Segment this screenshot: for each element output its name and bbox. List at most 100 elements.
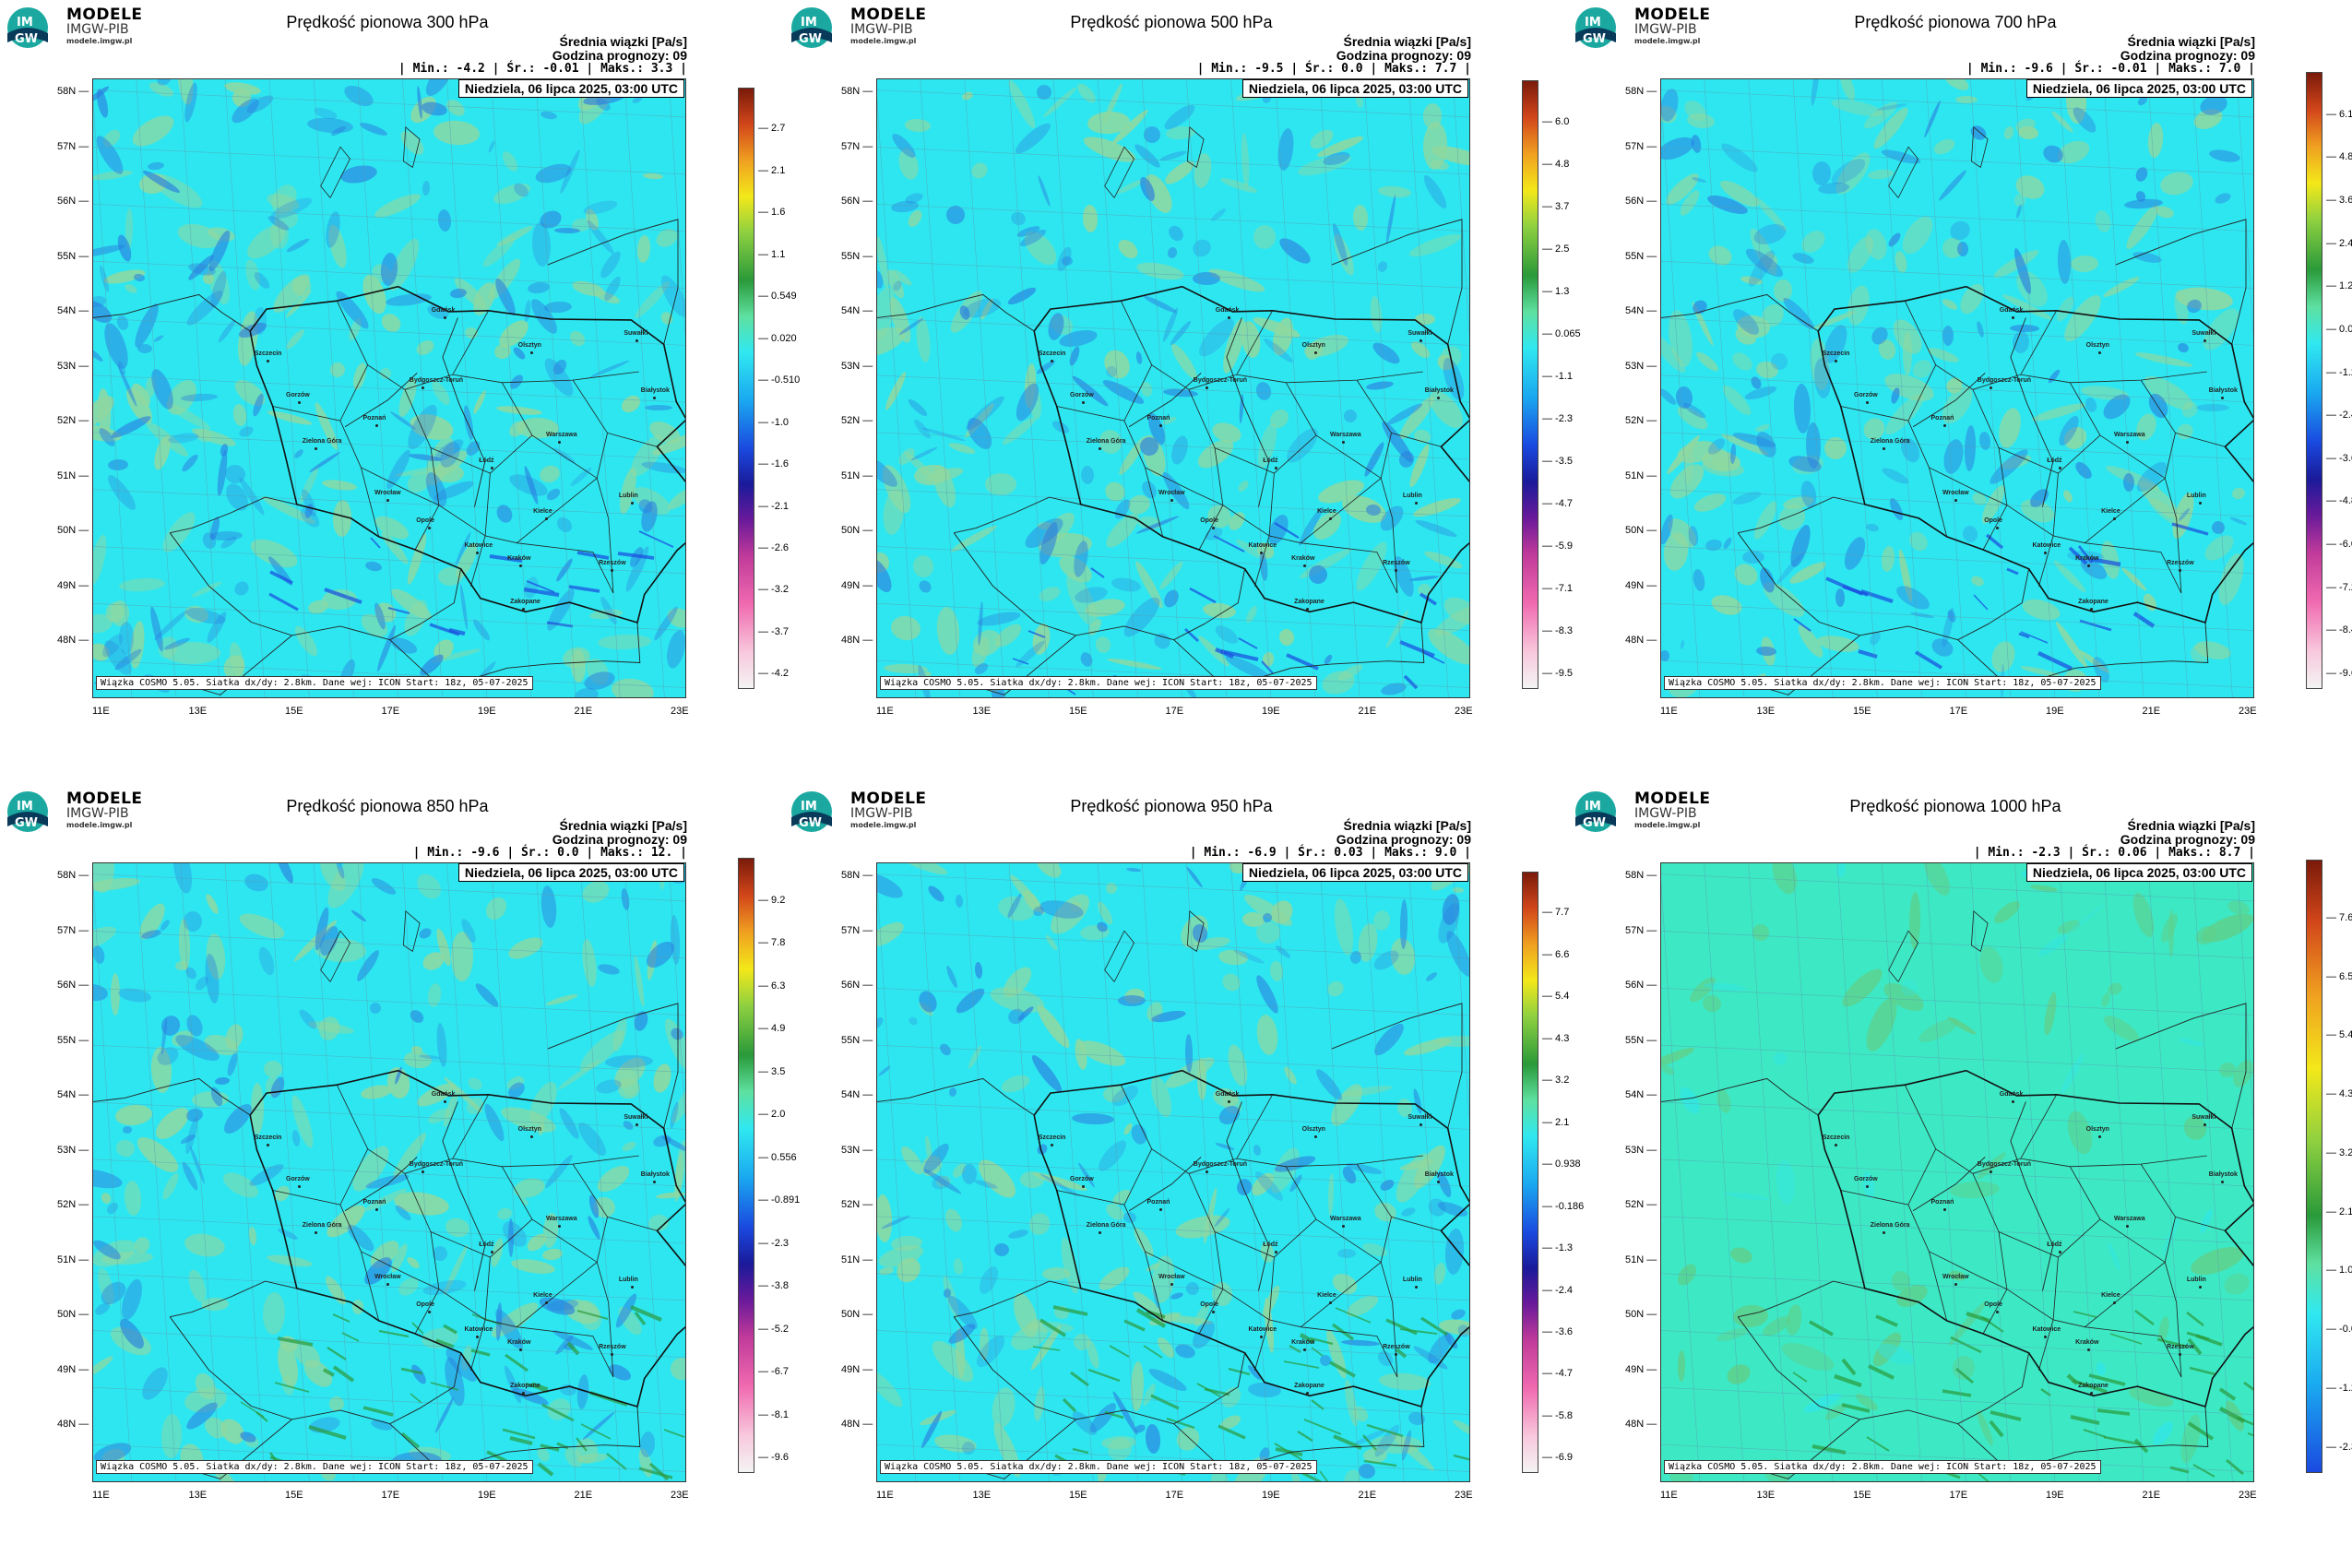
latitude-label: 52N — bbox=[841, 1199, 873, 1210]
colorbar-tick-label: — -6.9 bbox=[1542, 1452, 1574, 1464]
colorbar-tick-label: — -1.2 bbox=[2326, 366, 2352, 378]
longitude-label: 23E bbox=[2239, 1490, 2257, 1501]
model-footer: Wiązka COSMO 5.05. Siatka dx/dy: 2.8km. … bbox=[880, 1460, 1317, 1474]
city-label: Łódź bbox=[479, 1241, 494, 1248]
city-label: Suwałki bbox=[624, 329, 648, 337]
latitude-label: 49N — bbox=[57, 1363, 89, 1375]
borders bbox=[89, 125, 704, 695]
longitude-label: 19E bbox=[478, 706, 496, 717]
city-label: Zielona Góra bbox=[1086, 1221, 1126, 1229]
brand-name: MODELE bbox=[1634, 790, 1711, 808]
latitude-label: 51N — bbox=[57, 1253, 89, 1265]
city-label: Wrocław bbox=[1942, 489, 1969, 496]
city-marker bbox=[529, 351, 533, 355]
city-label: Zakopane bbox=[510, 599, 540, 606]
city-label: Gorzów bbox=[1070, 1175, 1094, 1182]
city-label: Łódź bbox=[479, 457, 494, 464]
city-label: Opole bbox=[1984, 517, 2003, 524]
svg-text:IM: IM bbox=[801, 800, 817, 814]
latitude-label: 53N — bbox=[57, 1144, 89, 1156]
city-label: Kraków bbox=[2075, 1339, 2099, 1347]
city-label: Bydgoszcz-Toruń bbox=[409, 1160, 463, 1168]
city-label: Suwałki bbox=[2192, 329, 2216, 337]
city-marker bbox=[374, 1208, 378, 1211]
city-label: Suwałki bbox=[2192, 1113, 2216, 1121]
latitude-label: 49N — bbox=[841, 1363, 873, 1375]
latitude-label: 57N — bbox=[57, 924, 89, 936]
latitude-label: 52N — bbox=[841, 415, 873, 426]
panel-stats: | Min.: -9.5 | Śr.: 0.0 | Maks.: 7.7 | bbox=[1196, 62, 1471, 76]
longitude-label: 23E bbox=[1455, 706, 1473, 717]
latitude-label: 52N — bbox=[57, 415, 89, 426]
longitude-label: 19E bbox=[2046, 1490, 2064, 1501]
city-marker bbox=[2087, 564, 2091, 568]
latitude-label: 54N — bbox=[1625, 1089, 1657, 1100]
svg-text:GW: GW bbox=[1583, 816, 1606, 830]
colorbar-tick-label: — 5.4 bbox=[1542, 991, 1570, 1003]
colorbar-tick-label: — 7.6 bbox=[2326, 911, 2352, 923]
city-label: Poznań bbox=[1930, 1199, 1954, 1206]
forecast-hour: Godzina prognozy: 09 bbox=[1336, 48, 1471, 63]
colorbar-tick-label: — 3.6 bbox=[2326, 194, 2352, 206]
brand-org: IMGW-PIB bbox=[1634, 22, 1697, 37]
city-label: Olsztyn bbox=[1301, 1126, 1325, 1134]
city-label: Gorzów bbox=[1070, 391, 1094, 398]
city-label: Wrocław bbox=[374, 489, 401, 496]
colorbar-tick-label: — -3.8 bbox=[758, 1280, 790, 1292]
colorbar bbox=[2306, 72, 2322, 689]
city-label: Kielce bbox=[533, 1292, 552, 1300]
city-marker bbox=[1227, 315, 1230, 319]
city-label: Gorzów bbox=[286, 1175, 310, 1182]
city-label: Lublin bbox=[2186, 492, 2206, 499]
latitude-label: 50N — bbox=[1625, 525, 1657, 536]
longitude-label: 17E bbox=[381, 706, 400, 717]
colorbar-tick-label: — 2.7 bbox=[758, 123, 786, 135]
brand-url: modele.imgw.pl bbox=[1634, 37, 1701, 45]
colorbar-tick-label: — -3.6 bbox=[2326, 452, 2352, 464]
city-marker bbox=[519, 564, 523, 568]
colorbar-tick-label: — -3.7 bbox=[758, 625, 790, 637]
colorbar-tick-label: — -1.1 bbox=[1542, 371, 1574, 383]
city-marker bbox=[2204, 1123, 2207, 1126]
city-marker bbox=[630, 1285, 634, 1289]
brand-name: MODELE bbox=[1634, 6, 1711, 24]
forecast-hour: Godzina prognozy: 09 bbox=[2120, 48, 2255, 63]
latitude-label: 56N — bbox=[841, 980, 873, 991]
city-marker bbox=[386, 498, 389, 502]
city-marker bbox=[421, 386, 424, 389]
panel-title: Prędkość pionowa 500 hPa bbox=[1070, 13, 1273, 31]
svg-text:GW: GW bbox=[1583, 32, 1606, 46]
city-label: Bydgoszcz-Toruń bbox=[409, 376, 463, 384]
city-marker bbox=[2059, 1250, 2062, 1253]
latitude-label: 56N — bbox=[1625, 196, 1657, 207]
city-marker bbox=[1996, 526, 2000, 529]
colorbar-tick-label: — 0.040 bbox=[2326, 323, 2352, 335]
latitude-label: 54N — bbox=[841, 1089, 873, 1100]
longitude-label: 13E bbox=[188, 1490, 208, 1501]
latitude-label: 51N — bbox=[841, 1253, 873, 1265]
longitude-label: 11E bbox=[876, 706, 894, 717]
city-label: Katowice bbox=[2032, 542, 2061, 549]
latitude-label: 57N — bbox=[841, 140, 873, 152]
city-marker bbox=[491, 1250, 494, 1253]
city-marker bbox=[1158, 424, 1162, 427]
colorbar-tick-label: — -3.2 bbox=[758, 584, 790, 596]
imgw-logo-icon: IM GW bbox=[791, 7, 832, 48]
model-footer: Wiązka COSMO 5.05. Siatka dx/dy: 2.8km. … bbox=[1664, 676, 2101, 690]
panel-subtitle: Średnia wiązki [Pa/s] bbox=[2127, 818, 2256, 833]
latitude-label: 48N — bbox=[841, 1419, 873, 1430]
city-label: Kraków bbox=[507, 555, 531, 563]
longitude-label: 23E bbox=[1455, 1490, 1473, 1501]
latitude-label: 51N — bbox=[1625, 1253, 1657, 1265]
map-area: Gdańsk Suwałki Olsztyn Białystok Szczecin Byd… bbox=[781, 0, 1589, 808]
panel-stats: | Min.: -6.9 | Śr.: 0.03 | Maks.: 9.0 | bbox=[1189, 846, 1471, 860]
city-label: Gdańsk bbox=[431, 1090, 456, 1098]
brand-name: MODELE bbox=[850, 790, 927, 808]
city-label: Zielona Góra bbox=[1086, 437, 1126, 445]
colorbar-tick-label: — -5.9 bbox=[1542, 540, 1574, 552]
city-marker bbox=[1942, 1208, 1946, 1211]
latitude-label: 55N — bbox=[841, 1034, 873, 1046]
city-marker bbox=[1275, 466, 1278, 469]
latitude-label: 57N — bbox=[1625, 924, 1657, 936]
latitude-label: 48N — bbox=[57, 635, 89, 646]
